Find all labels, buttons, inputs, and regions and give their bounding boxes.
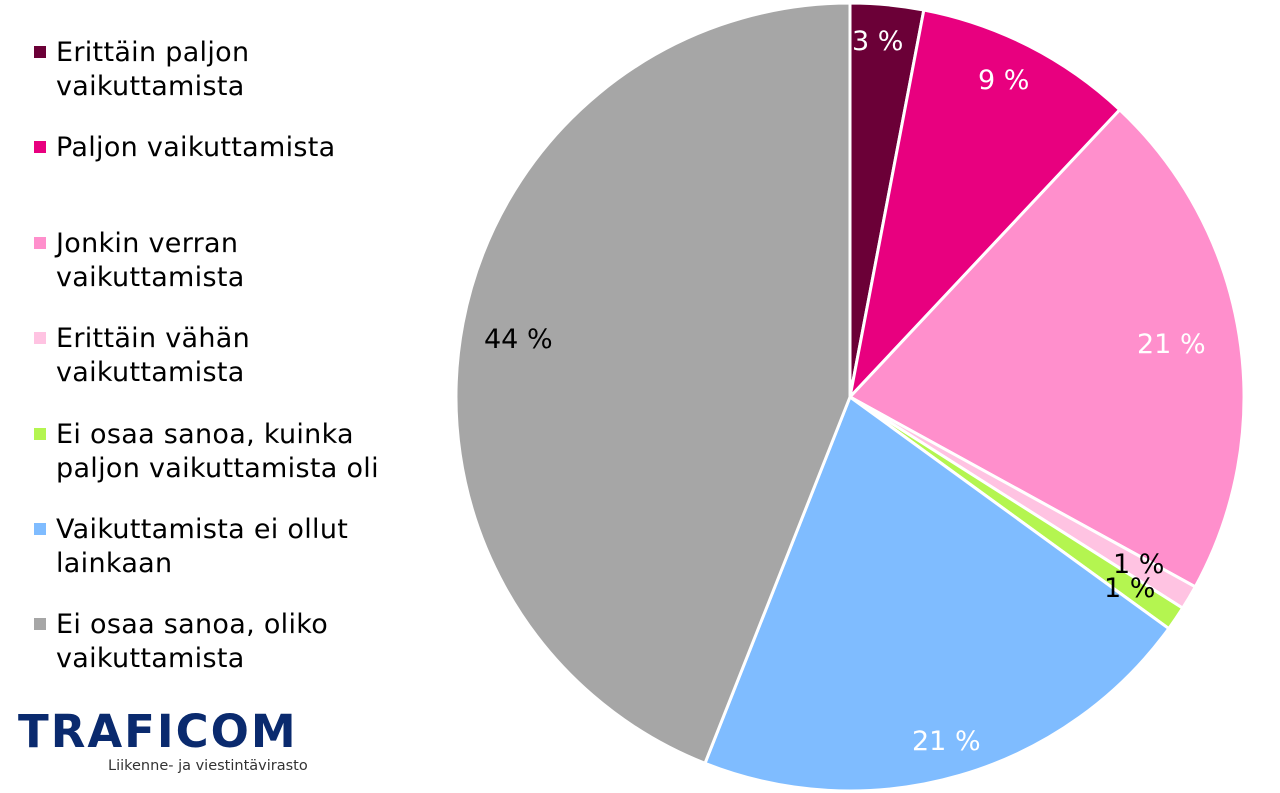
legend-swatch	[34, 141, 46, 153]
legend-item-erittain-paljon: Erittäin paljon vaikuttamista	[34, 36, 249, 104]
slice-label-erittain-vahan: 1 %	[1113, 549, 1164, 580]
legend-item-ei-ollut-lainkaan: Vaikuttamista ei ollut lainkaan	[34, 513, 348, 581]
legend-item-paljon: Paljon vaikuttamista	[34, 131, 336, 165]
pie-data-labels: 3 % 9 % 21 % 1 % 1 % 21 % 44 %	[484, 26, 1206, 757]
legend-label: Ei osaa sanoa, kuinka paljon vaikuttamis…	[56, 419, 379, 484]
legend-swatch	[34, 332, 46, 344]
legend-label: Erittäin paljon vaikuttamista	[56, 37, 250, 102]
legend-swatch	[34, 237, 46, 249]
logo-subtitle: Liikenne- ja viestintävirasto	[108, 758, 308, 774]
legend-swatch	[34, 46, 46, 58]
legend-item-jonkin-verran: Jonkin verran vaikuttamista	[34, 227, 245, 295]
slice-label-paljon: 9 %	[978, 65, 1029, 96]
traficom-logo: TRAFICOM Liikenne- ja viestintävirasto	[18, 708, 318, 778]
legend-label: Paljon vaikuttamista	[56, 132, 336, 163]
legend-label: Erittäin vähän vaikuttamista	[56, 323, 251, 388]
pie-slices	[454, 1, 1246, 793]
slice-label-ei-osaa-oliko: 44 %	[484, 324, 553, 355]
slice-label-ei-osaa-kuinka: 1 %	[1104, 573, 1155, 604]
slice-label-ei-ollut-lainkaan: 21 %	[912, 726, 981, 757]
legend-swatch	[34, 618, 46, 630]
pie-slice	[703, 395, 1171, 793]
legend-swatch	[34, 428, 46, 440]
pie-slice	[848, 8, 1122, 399]
legend-label: Ei osaa sanoa, oliko vaikuttamista	[56, 609, 329, 674]
legend-label: Jonkin verran vaikuttamista	[56, 228, 245, 293]
legend-label: Vaikuttamista ei ollut lainkaan	[56, 514, 349, 579]
pie-slice	[848, 108, 1246, 589]
logo-wordmark: TRAFICOM	[18, 705, 298, 758]
legend-item-erittain-vahan: Erittäin vähän vaikuttamista	[34, 322, 250, 390]
slice-label-jonkin-verran: 21 %	[1137, 329, 1206, 360]
pie-slice	[454, 1, 852, 765]
legend-item-ei-osaa-oliko: Ei osaa sanoa, oliko vaikuttamista	[34, 608, 328, 676]
legend-swatch	[34, 523, 46, 535]
legend-item-ei-osaa-kuinka: Ei osaa sanoa, kuinka paljon vaikuttamis…	[34, 418, 379, 486]
slice-label-erittain-paljon: 3 %	[852, 26, 903, 57]
